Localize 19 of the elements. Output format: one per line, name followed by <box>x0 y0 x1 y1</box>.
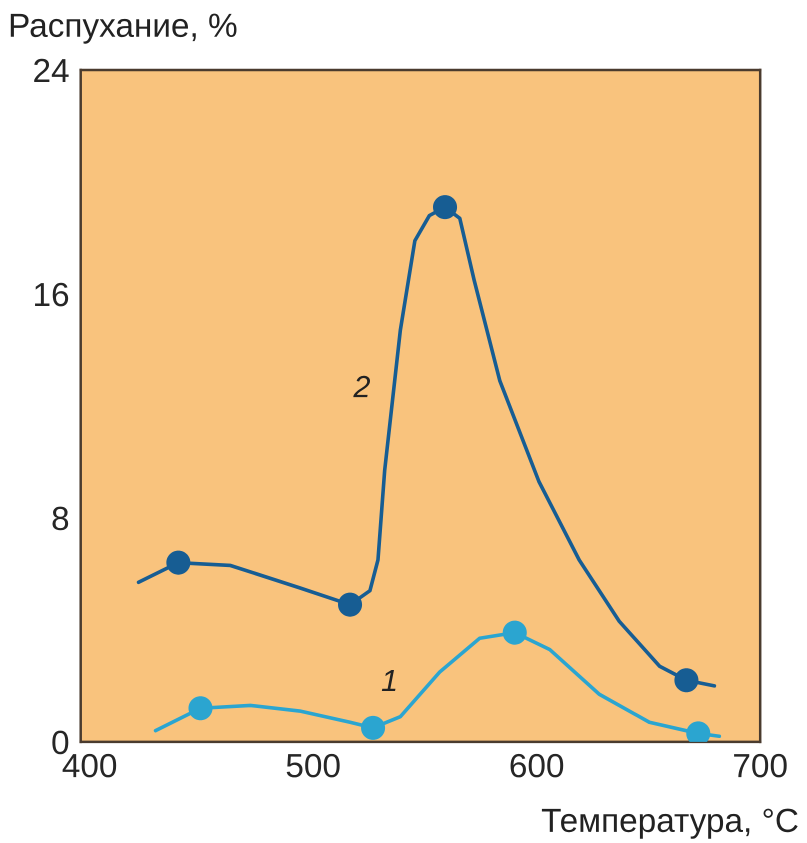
point <box>166 550 190 575</box>
point <box>361 716 386 740</box>
point <box>674 668 698 692</box>
point <box>188 696 213 720</box>
y-axis-title: Распухание, % <box>10 14 236 44</box>
y-tick-label: 24 <box>34 58 69 82</box>
series-label: 1 <box>382 670 396 692</box>
x-tick-label: 400 <box>62 754 116 778</box>
x-axis-title: Температура, °C <box>542 808 798 839</box>
y-tick-label: 16 <box>35 282 68 306</box>
point <box>502 620 527 645</box>
point <box>338 592 362 617</box>
y-tick-label: 0 <box>52 730 68 754</box>
point <box>433 195 458 220</box>
x-tick-label: 700 <box>734 754 787 778</box>
x-tick-label: 500 <box>286 754 340 778</box>
x-tick-label: 600 <box>510 754 564 778</box>
series-label: 2 <box>353 376 370 398</box>
y-tick-label: 8 <box>52 506 68 530</box>
